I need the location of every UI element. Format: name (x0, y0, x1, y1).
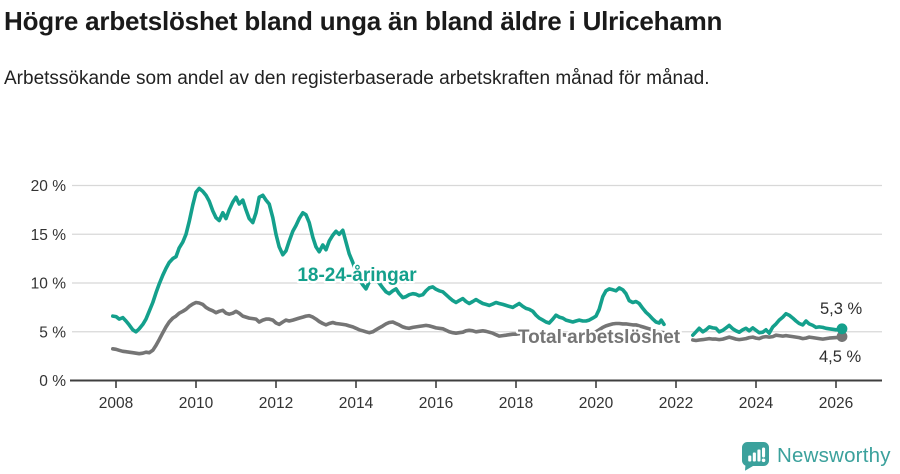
y-axis-tick-label: 5 % (39, 324, 66, 341)
brand-name: Newsworthy (777, 444, 891, 467)
y-axis-tick-label: 10 % (31, 276, 67, 293)
series-end-dot (836, 331, 848, 342)
chart-subtitle: Arbetssökande som andel av den registerb… (4, 68, 710, 89)
y-axis-tick-label: 0 % (39, 373, 66, 390)
x-axis-tick-label: 2024 (739, 395, 774, 412)
chart-generated-layer: 0 % 5 % 10 % 15 % 20 % 2008 2010 2012 2014 2016 20… (31, 178, 882, 412)
x-axis-tick-label: 2022 (659, 395, 693, 412)
x-axis-tick-label: 2012 (259, 395, 293, 412)
series-line (691, 333, 844, 343)
end-value-label-total: 4,5 % (819, 348, 862, 366)
chart-title: Högre arbetslöshet bland unga än bland ä… (4, 6, 723, 36)
x-axis-tick-label: 2020 (579, 395, 614, 412)
end-value-label-youth: 5,3 % (820, 300, 863, 318)
x-axis-tick-label: 2016 (419, 395, 453, 412)
y-axis-tick-label: 20 % (31, 178, 67, 195)
x-axis-tick-label: 2014 (339, 395, 374, 412)
series-end-dot (836, 323, 848, 335)
newsworthy-logo: Newsworthy (741, 441, 891, 471)
x-axis-tick-label: 2018 (499, 395, 533, 412)
series-label-youth: 18-24-åringar (297, 265, 417, 286)
series-line (111, 300, 666, 356)
series-line (691, 311, 844, 337)
series-label-total: Total arbetslöshet (518, 327, 681, 348)
series-line (111, 186, 666, 334)
x-axis-tick-label: 2008 (99, 395, 133, 412)
x-axis-tick-label: 2010 (179, 395, 214, 412)
y-axis-tick-label: 15 % (31, 227, 67, 244)
newsworthy-icon (742, 442, 769, 471)
x-axis-tick-label: 2026 (819, 395, 853, 412)
